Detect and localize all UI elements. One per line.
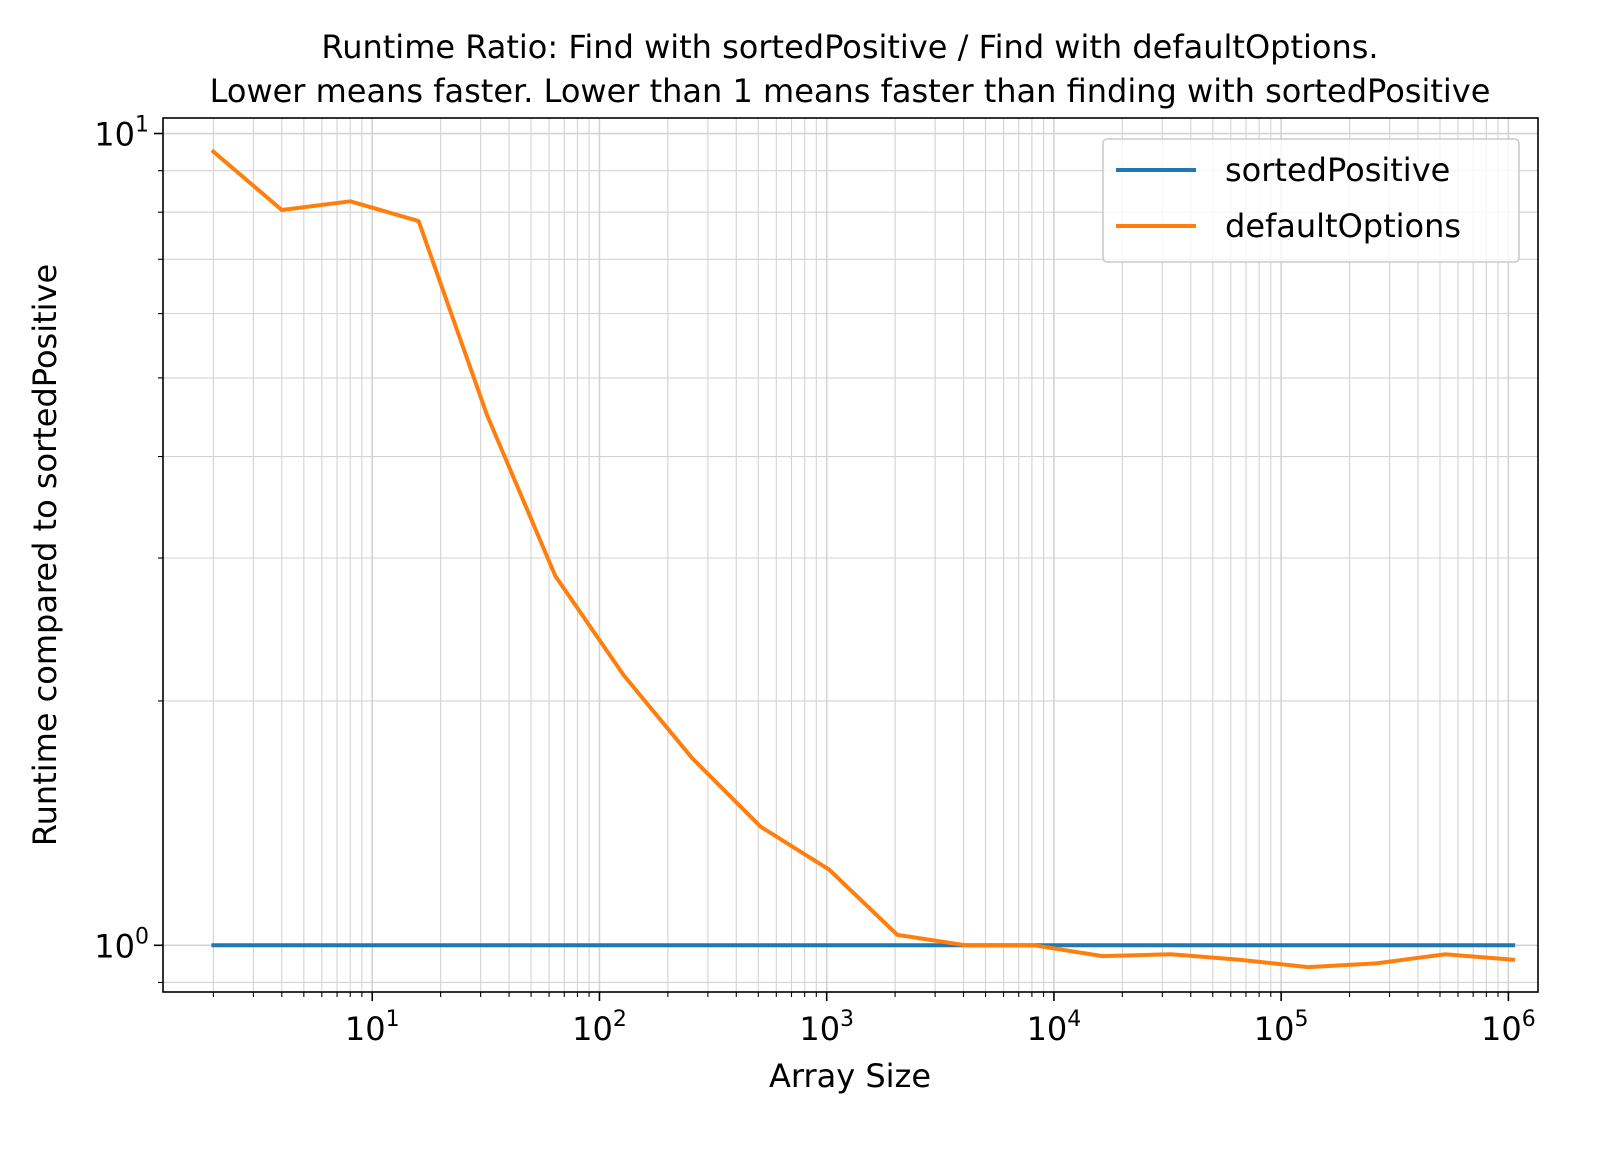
chart-title-line-1: Runtime Ratio: Find with sortedPositive …	[321, 28, 1378, 66]
chart-title-line-2: Lower means faster. Lower than 1 means f…	[210, 72, 1491, 110]
grid	[163, 118, 1538, 992]
y-axis-label: Runtime compared to sortedPositive	[26, 264, 64, 846]
plot-frame	[162, 117, 1539, 993]
series-lines	[210, 148, 1516, 970]
series-line-defaultoptions	[210, 148, 1516, 970]
legend-box	[1102, 138, 1520, 263]
x-tick-label: 105	[1254, 1007, 1309, 1048]
legend-label-sortedpositive: sortedPositive	[1225, 151, 1450, 189]
x-tick-label: 101	[345, 1007, 400, 1048]
x-axis-label: Array Size	[769, 1057, 931, 1095]
y-tick-label: 100	[94, 924, 149, 965]
x-tick-label: 103	[799, 1007, 854, 1048]
x-tick-label: 106	[1481, 1007, 1536, 1048]
x-tick-label: 104	[1027, 1007, 1082, 1048]
legend-label-defaultoptions: defaultOptions	[1225, 207, 1461, 245]
x-tick-label: 102	[572, 1007, 627, 1048]
legend: sortedPositive defaultOptions	[1102, 138, 1520, 263]
axis-ticks: 101 102 103 104 105 106 100 101	[94, 113, 1535, 1048]
y-tick-label: 101	[94, 113, 149, 154]
